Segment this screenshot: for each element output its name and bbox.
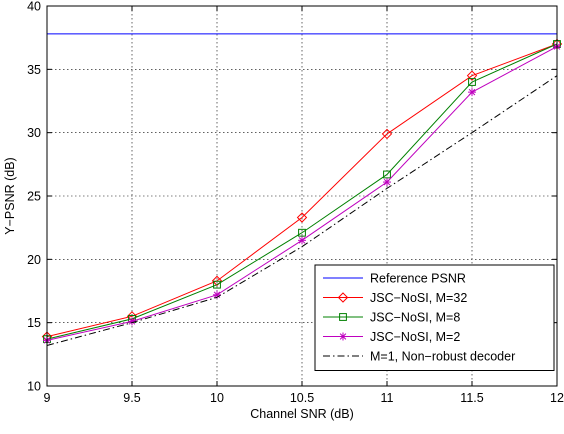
- legend-label: Reference PSNR: [370, 272, 466, 286]
- legend-label: JSC−NoSI, M=2: [370, 330, 460, 344]
- series-1: [41, 38, 563, 342]
- data-point: [383, 170, 391, 179]
- legend-entry: JSC−NoSI, M=2: [323, 330, 460, 344]
- series-4: [46, 75, 558, 346]
- x-tick-label: 10.5: [290, 391, 314, 405]
- legend-marker: [339, 313, 347, 321]
- y-tick-label: 15: [27, 316, 41, 330]
- data-point: [468, 88, 476, 97]
- legend-entry: M=1, Non−robust decoder: [323, 350, 515, 364]
- data-point: [213, 280, 221, 289]
- x-axis-label: Channel SNR (dB): [250, 407, 354, 421]
- data-point: [383, 178, 391, 187]
- legend-entry: Reference PSNR: [323, 272, 466, 286]
- legend-label: JSC−NoSI, M=8: [370, 311, 460, 325]
- x-tick-label: 9.5: [123, 391, 140, 405]
- data-point: [298, 228, 306, 237]
- legend: Reference PSNR JSC−NoSI, M=32 JSC−NoSI, M=…: [314, 264, 555, 371]
- y-tick-label: 40: [27, 0, 41, 14]
- x-tick-label: 11.5: [460, 391, 483, 405]
- y-tick-label: 30: [27, 126, 41, 140]
- y-tick-label: 10: [27, 380, 41, 394]
- series-3: [43, 42, 561, 345]
- legend-label: JSC−NoSI, M=32: [370, 291, 467, 305]
- x-tick-label: 11: [381, 391, 394, 405]
- series-line: [46, 43, 558, 338]
- data-point: [466, 70, 478, 81]
- data-point: [296, 212, 308, 223]
- data-point: [298, 236, 306, 245]
- y-axis-label: Y−PSNR (dB): [3, 157, 17, 234]
- legend-label: M=1, Non−robust decoder: [370, 350, 515, 364]
- x-tick-label: 10: [210, 391, 224, 405]
- legend-marker: [339, 332, 347, 341]
- y-tick-label: 35: [27, 63, 41, 77]
- legend-entry: JSC−NoSI, M=32: [323, 291, 467, 305]
- data-point: [381, 128, 393, 140]
- series-group: [41, 33, 563, 346]
- legend-box: [314, 264, 555, 371]
- legend-entry: JSC−NoSI, M=8: [323, 311, 460, 325]
- axis-ticks: 9 9.5 10 10.5 11 11.5 12 10 15 20 25 30 35 40: [27, 0, 564, 405]
- series-line: [46, 75, 558, 346]
- x-tick-label: 12: [550, 391, 564, 405]
- data-point: [211, 275, 223, 287]
- y-tick-label: 20: [27, 253, 41, 267]
- legend-marker: [337, 292, 349, 303]
- data-point: [468, 78, 476, 86]
- y-tick-label: 25: [27, 190, 41, 204]
- x-tick-label: 9: [44, 391, 51, 405]
